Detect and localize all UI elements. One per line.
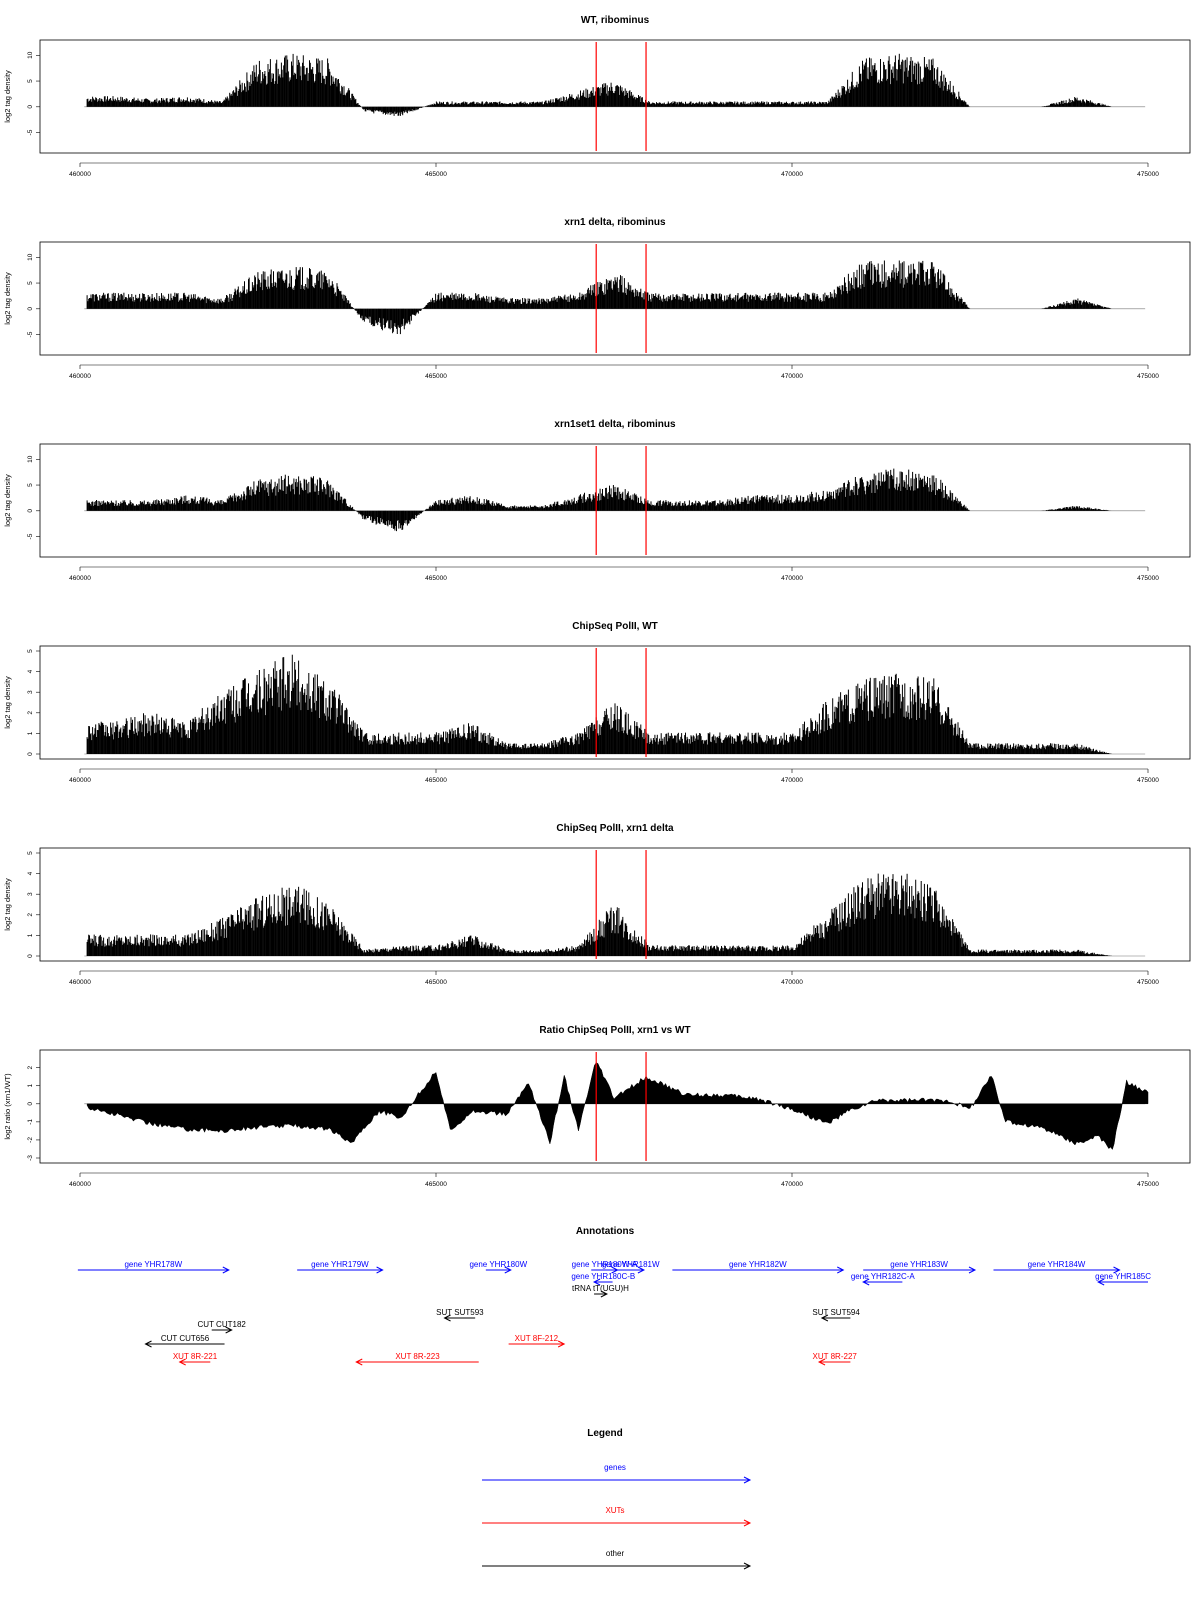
data-marks xyxy=(84,654,1146,755)
x-tick-label: 470000 xyxy=(781,171,803,178)
y-tick-label: 2 xyxy=(27,711,34,715)
y-axis-label: log2 tag density xyxy=(3,70,12,123)
y-tick-label: 0 xyxy=(27,752,34,756)
x-tick-label: 465000 xyxy=(425,777,447,784)
y-tick-label: 10 xyxy=(27,455,34,463)
plot-frame xyxy=(39,645,1191,760)
y-tick-label: 0 xyxy=(27,307,34,311)
data-marks xyxy=(84,260,1146,335)
y-tick-label: -5 xyxy=(27,533,34,539)
y-axis-label: log2 tag density xyxy=(3,474,12,527)
panel-title: xrn1 delta, ribominus xyxy=(564,217,666,228)
y-tick-label: -5 xyxy=(27,331,34,337)
x-tick-label: 475000 xyxy=(1137,777,1159,784)
y-axis-label: log2 tag density xyxy=(3,676,12,729)
x-tick-label: 460000 xyxy=(69,171,91,178)
plot-frame xyxy=(39,39,1191,154)
panel-4: ChipSeq PolII, WT 0 1 2 3 4 5 log2 tag density 4… xyxy=(3,621,1191,784)
y-tick-label: 5 xyxy=(27,281,34,285)
x-tick-label: 475000 xyxy=(1137,575,1159,582)
y-tick-label: 5 xyxy=(27,79,34,83)
x-tick-label: 465000 xyxy=(425,171,447,178)
y-tick-label: -5 xyxy=(27,129,34,135)
y-tick-label: 3 xyxy=(27,690,34,694)
x-tick-label: 465000 xyxy=(425,575,447,582)
plot-frame xyxy=(39,443,1191,558)
data-marks xyxy=(84,468,1146,532)
panel-title: ChipSeq PolII, WT xyxy=(572,621,658,632)
panel-title: xrn1set1 delta, ribominus xyxy=(554,419,676,430)
x-tick-label: 470000 xyxy=(781,575,803,582)
x-tick-label: 460000 xyxy=(69,373,91,380)
x-tick-label: 475000 xyxy=(1137,373,1159,380)
y-tick-label: 0 xyxy=(27,105,34,109)
panel-title: WT, ribominus xyxy=(581,15,650,26)
panel-1: WT, ribominus -5 0 5 10 log2 tag density 46000… xyxy=(3,15,1191,178)
panel-3: xrn1set1 delta, ribominus -5 0 5 10 log2 tag … xyxy=(3,419,1191,582)
data-marks xyxy=(84,53,1146,116)
y-tick-label: 4 xyxy=(27,669,34,673)
panel-2: xrn1 delta, ribominus -5 0 5 10 log2 tag dens… xyxy=(3,217,1191,380)
y-tick-label: 10 xyxy=(27,51,34,59)
plot-frame xyxy=(39,241,1191,356)
y-tick-label: 0 xyxy=(27,509,34,513)
y-tick-label: 5 xyxy=(27,483,34,487)
y-axis-label: log2 tag density xyxy=(3,272,12,325)
y-tick-label: 5 xyxy=(27,649,34,653)
y-tick-label: 10 xyxy=(27,253,34,261)
x-tick-label: 465000 xyxy=(425,373,447,380)
x-tick-label: 475000 xyxy=(1137,171,1159,178)
x-tick-label: 470000 xyxy=(781,373,803,380)
y-tick-label: 1 xyxy=(27,731,34,735)
x-tick-label: 460000 xyxy=(69,575,91,582)
x-tick-label: 470000 xyxy=(781,777,803,784)
x-tick-label: 460000 xyxy=(69,777,91,784)
